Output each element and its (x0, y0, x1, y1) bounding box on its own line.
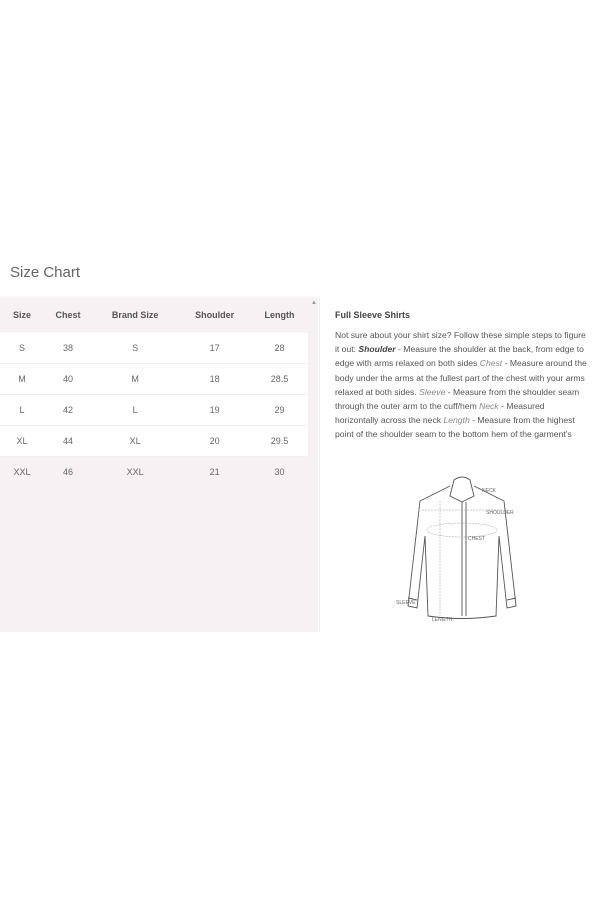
table-cell: 38 (44, 333, 92, 364)
table-cell: 40 (44, 363, 92, 395)
table-cell: 42 (44, 394, 92, 426)
table-header-row: Size Chest Brand Size Shoulder Length (0, 297, 308, 333)
table-cell: L (0, 394, 44, 426)
column-header: Chest (55, 310, 81, 320)
table-cell: 28.5 (251, 363, 308, 395)
table-cell: 29.5 (251, 425, 308, 457)
table-cell: XL (92, 425, 179, 457)
table-row: S 38 S 17 28 (0, 333, 308, 364)
table-cell: XXL (13, 467, 31, 477)
table-cell: 30 (274, 467, 285, 477)
table-cell: M (0, 363, 44, 395)
table-cell: 21 (209, 467, 220, 477)
table-cell: 20 (178, 425, 252, 457)
guide-heading: Full Sleeve Shirts (335, 310, 411, 320)
table-cell: 17 (178, 333, 252, 364)
column-header: Length (264, 310, 295, 320)
table-row: XXL 46 XXL 21 30 (0, 457, 308, 488)
neck-label: NECK (482, 488, 497, 494)
column-header: Size (12, 310, 31, 320)
table-cell: S (0, 333, 44, 364)
table-cell: 29 (251, 394, 308, 426)
table-row: L 42 L 19 29 (0, 394, 308, 426)
column-header: Brand Size (111, 310, 159, 320)
size-guide: Full Sleeve Shirts Not sure about your s… (335, 310, 590, 442)
page-title: Size Chart (10, 264, 81, 281)
table-cell: L (92, 394, 179, 426)
chest-label: CHEST (468, 536, 485, 542)
scroll-up-arrow-icon[interactable]: ▲ (311, 300, 317, 306)
table-cell: S (92, 333, 179, 364)
length-label: LENGTH (432, 617, 453, 623)
guide-text: Not sure about your shirt size? Follow t… (335, 330, 587, 440)
sleeve-label: SLEEVE (396, 600, 416, 606)
shirt-measurement-diagram: NECK SHOULDER CHEST SLEEVE LENGTH (396, 476, 517, 623)
table-cell: M (92, 363, 179, 395)
table-cell: XL (0, 425, 44, 457)
table-cell: 19 (178, 394, 252, 426)
size-table: Size Chest Brand Size Shoulder Length S 38 S 17… (0, 297, 308, 487)
table-cell: 44 (44, 425, 92, 457)
table-row: M 40 M 18 28.5 (0, 363, 308, 395)
shoulder-label: SHOULDER (486, 510, 514, 516)
table-cell: 18 (178, 363, 252, 395)
table-cell: XXL (126, 467, 144, 477)
column-header: Shoulder (195, 310, 235, 320)
size-table-panel: Size Chest Brand Size Shoulder Length S 38 S 17… (0, 297, 318, 632)
table-cell: 46 (62, 467, 73, 477)
table-cell: 28 (251, 333, 308, 364)
divider (319, 297, 320, 632)
table-row: XL 44 XL 20 29.5 (0, 425, 308, 457)
